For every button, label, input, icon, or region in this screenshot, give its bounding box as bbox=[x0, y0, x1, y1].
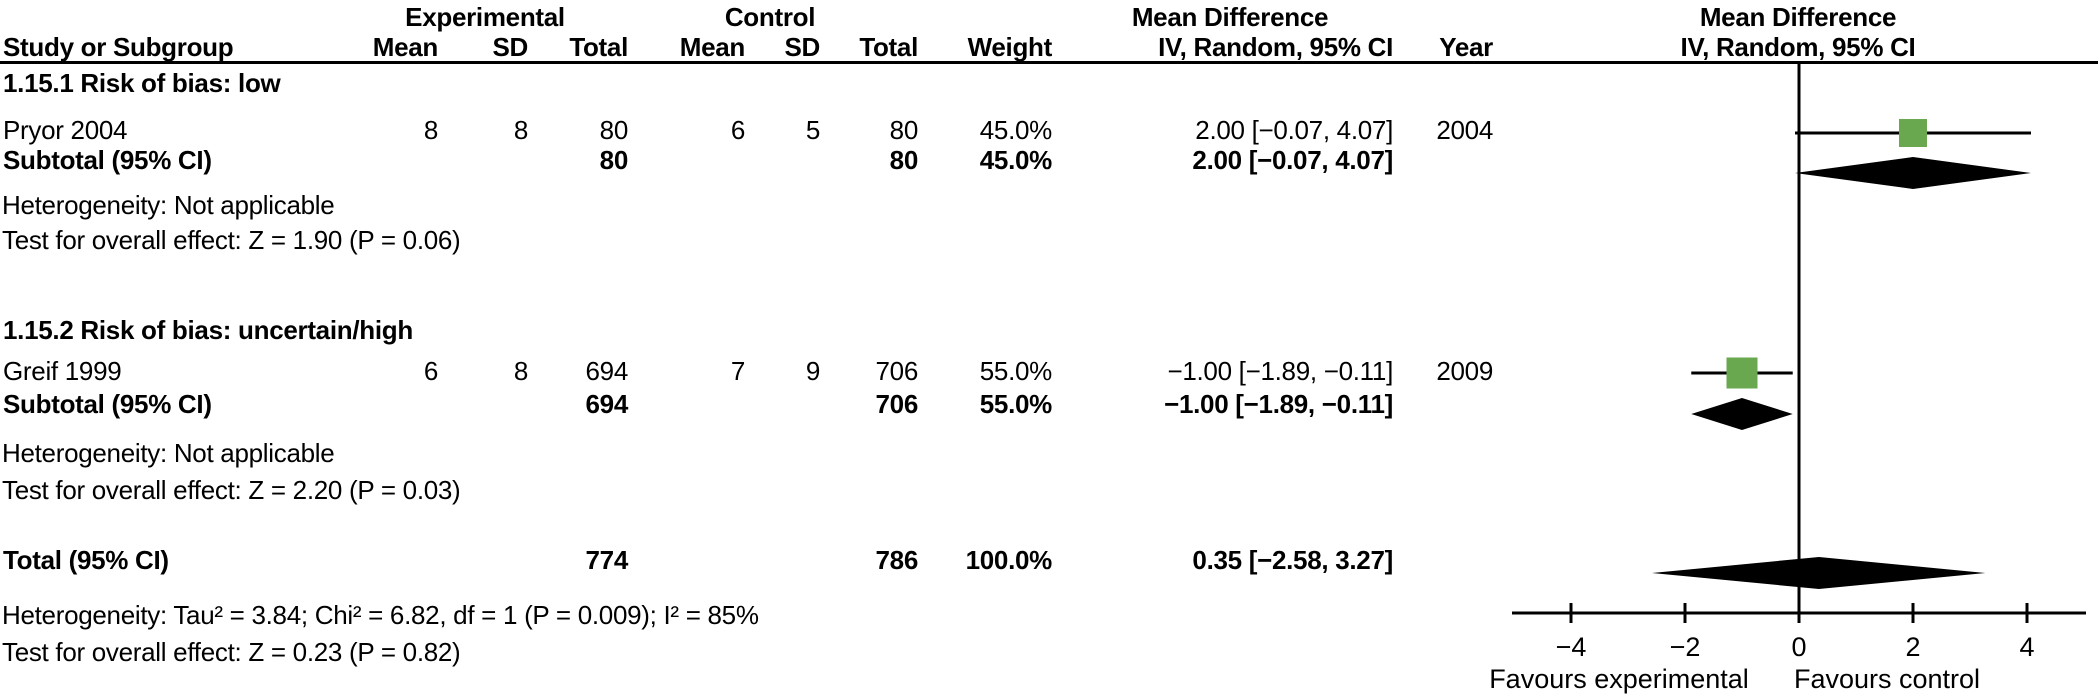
overall-effect-text: Test for overall effect: Z = 1.90 (P = 0… bbox=[2, 225, 461, 255]
favours-left-label: Favours experimental bbox=[1489, 664, 1749, 694]
total-exp-total: 774 bbox=[585, 545, 629, 575]
col-iv-ci-plot: IV, Random, 95% CI bbox=[1680, 32, 1916, 62]
heterogeneity-text: Heterogeneity: Tau² = 3.84; Chi² = 6.82,… bbox=[2, 600, 759, 630]
subtotal-ctrl-total: 80 bbox=[889, 145, 919, 175]
subtotal-weight: 45.0% bbox=[979, 145, 1053, 175]
header-control: Control bbox=[724, 2, 816, 32]
col-iv-ci: IV, Random, 95% CI bbox=[1158, 32, 1393, 62]
year: 2009 bbox=[1436, 356, 1493, 386]
study-name: Greif 1999 bbox=[3, 356, 122, 386]
col-ctrl-total: Total bbox=[859, 32, 918, 62]
subtotal-exp-total: 694 bbox=[585, 389, 629, 419]
total-weight: 100.0% bbox=[965, 545, 1053, 575]
col-weight: Weight bbox=[967, 32, 1053, 62]
ci-estimate: −1.00 [−1.89, −0.11] bbox=[1167, 356, 1393, 386]
overall-effect-row-2: Test for overall effect: Z = 2.20 (P = 0… bbox=[0, 475, 2098, 505]
overall-effect-text: Test for overall effect: Z = 0.23 (P = 0… bbox=[2, 637, 461, 667]
header-mean-difference-plot: Mean Difference bbox=[1699, 2, 1897, 32]
overall-effect-row-total: Test for overall effect: Z = 0.23 (P = 0… bbox=[0, 637, 2098, 667]
study-row-greif-1999: Greif 1999 6 8 694 7 9 706 55.0% −1.00 [… bbox=[0, 356, 2098, 386]
subtotal-row-1: Subtotal (95% CI) 80 80 45.0% 2.00 [−0.0… bbox=[0, 145, 2098, 175]
heterogeneity-row-1: Heterogeneity: Not applicable bbox=[0, 190, 2098, 220]
col-exp-total: Total bbox=[569, 32, 628, 62]
total-label: Total (95% CI) bbox=[3, 545, 169, 575]
subtotal-ci: −1.00 [−1.89, −0.11] bbox=[1164, 389, 1393, 419]
subgroup-1-title: 1.15.1 Risk of bias: low bbox=[3, 68, 281, 98]
subtotal-label: Subtotal (95% CI) bbox=[3, 389, 212, 419]
col-exp-sd: SD bbox=[492, 32, 528, 62]
header-mean-difference-text: Mean Difference bbox=[1131, 2, 1329, 32]
heterogeneity-row-total: Heterogeneity: Tau² = 3.84; Chi² = 6.82,… bbox=[0, 600, 2098, 630]
total-row: Total (95% CI) 774 786 100.0% 0.35 [−2.5… bbox=[0, 545, 2098, 575]
exp-mean: 6 bbox=[423, 356, 438, 386]
exp-sd: 8 bbox=[513, 356, 528, 386]
total-ci: 0.35 [−2.58, 3.27] bbox=[1192, 545, 1393, 575]
ctrl-total: 706 bbox=[875, 356, 919, 386]
col-year: Year bbox=[1439, 32, 1493, 62]
heterogeneity-text: Heterogeneity: Not applicable bbox=[2, 438, 335, 468]
favours-right-label: Favours control bbox=[1794, 664, 1980, 694]
exp-total: 80 bbox=[599, 115, 629, 145]
heterogeneity-row-2: Heterogeneity: Not applicable bbox=[0, 438, 2098, 468]
header-experimental: Experimental bbox=[405, 2, 565, 32]
exp-sd: 8 bbox=[513, 115, 528, 145]
ctrl-total: 80 bbox=[889, 115, 919, 145]
overall-effect-text: Test for overall effect: Z = 2.20 (P = 0… bbox=[2, 475, 461, 505]
col-ctrl-mean: Mean bbox=[679, 32, 746, 62]
exp-total: 694 bbox=[585, 356, 629, 386]
subtotal-exp-total: 80 bbox=[599, 145, 629, 175]
exp-mean: 8 bbox=[423, 115, 438, 145]
subgroup-title-row: 1.15.2 Risk of bias: uncertain/high bbox=[0, 315, 2098, 345]
study-row-pryor-2004: Pryor 2004 8 8 80 6 5 80 45.0% 2.00 [−0.… bbox=[0, 115, 2098, 145]
subgroup-2-title: 1.15.2 Risk of bias: uncertain/high bbox=[3, 315, 413, 345]
col-exp-mean: Mean bbox=[372, 32, 439, 62]
subtotal-ctrl-total: 706 bbox=[875, 389, 919, 419]
total-ctrl-total: 786 bbox=[875, 545, 919, 575]
header-columns-row: Study or Subgroup Mean SD Total Mean SD … bbox=[0, 32, 2098, 62]
subtotal-weight: 55.0% bbox=[979, 389, 1053, 419]
subgroup-title-row: 1.15.1 Risk of bias: low bbox=[0, 68, 2098, 98]
study-name: Pryor 2004 bbox=[3, 115, 128, 145]
header-group-row: Experimental Control Mean Difference Mea… bbox=[0, 2, 2098, 32]
subtotal-label: Subtotal (95% CI) bbox=[3, 145, 212, 175]
heterogeneity-text: Heterogeneity: Not applicable bbox=[2, 190, 335, 220]
col-ctrl-sd: SD bbox=[784, 32, 820, 62]
ctrl-mean: 7 bbox=[730, 356, 745, 386]
subtotal-row-2: Subtotal (95% CI) 694 706 55.0% −1.00 [−… bbox=[0, 389, 2098, 419]
header-divider bbox=[0, 61, 2098, 64]
ctrl-sd: 9 bbox=[805, 356, 820, 386]
weight: 55.0% bbox=[979, 356, 1053, 386]
overall-effect-row-1: Test for overall effect: Z = 1.90 (P = 0… bbox=[0, 225, 2098, 255]
year: 2004 bbox=[1436, 115, 1493, 145]
ci-estimate: 2.00 [−0.07, 4.07] bbox=[1195, 115, 1393, 145]
ctrl-sd: 5 bbox=[805, 115, 820, 145]
ctrl-mean: 6 bbox=[730, 115, 745, 145]
col-study-or-subgroup: Study or Subgroup bbox=[3, 32, 234, 62]
subtotal-ci: 2.00 [−0.07, 4.07] bbox=[1192, 145, 1393, 175]
weight: 45.0% bbox=[979, 115, 1053, 145]
